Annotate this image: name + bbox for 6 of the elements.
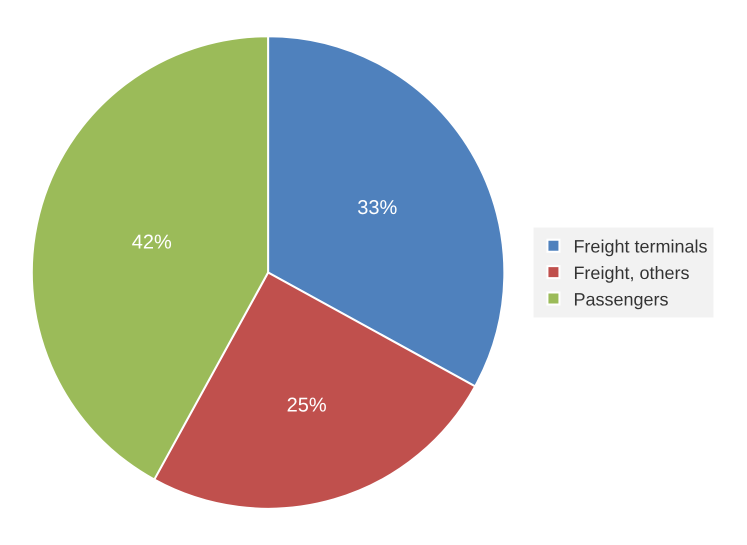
data-label: 33%: [357, 196, 398, 219]
data-label: 42%: [132, 232, 172, 254]
legend-label: Freight terminals: [573, 236, 708, 257]
data-label: 25%: [286, 394, 327, 416]
legend-label: Freight, others: [573, 263, 690, 284]
legend-label: Passengers: [573, 290, 669, 310]
